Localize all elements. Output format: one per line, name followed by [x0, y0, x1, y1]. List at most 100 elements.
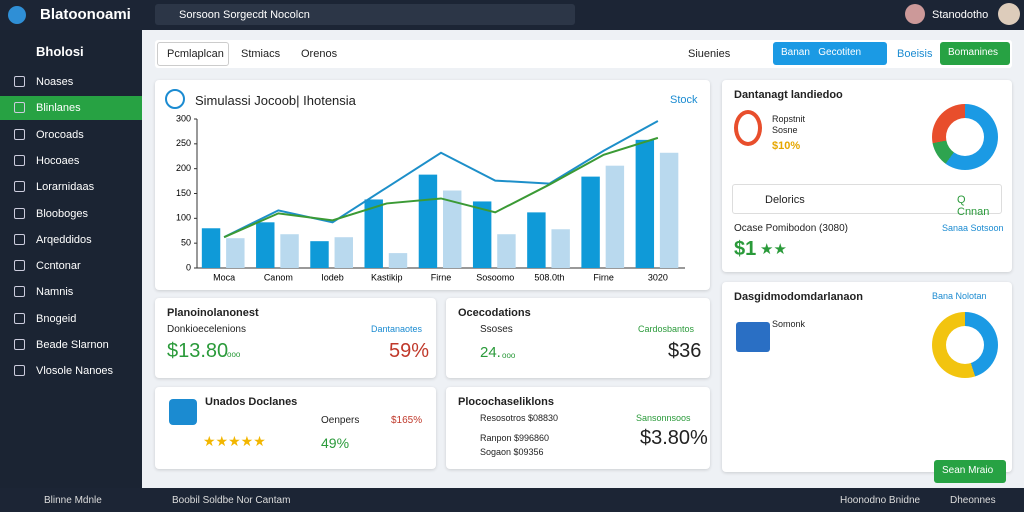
nav-item[interactable]: Ccntonar	[0, 254, 142, 278]
bar	[256, 222, 275, 268]
button[interactable]: Sean Mraio	[934, 460, 1006, 483]
y-tick-label: 0	[186, 262, 191, 272]
text: $10%	[772, 140, 801, 152]
nav-icon	[14, 128, 25, 140]
line	[223, 120, 659, 239]
link[interactable]: Boeisis	[897, 48, 933, 60]
text: Resosotros $08830	[480, 413, 559, 423]
bar	[201, 228, 221, 268]
nav-label: Lorarnidaas	[36, 181, 95, 194]
avatar[interactable]	[905, 4, 925, 24]
nav-icon	[14, 260, 25, 272]
link[interactable]: Bana Nolotan	[932, 291, 987, 301]
nav-label: Blinlanes	[36, 102, 81, 115]
filter[interactable]: Siuenies	[688, 48, 731, 60]
bar	[334, 237, 353, 268]
nav-label: Beade Slarnon	[36, 339, 109, 351]
percent: 49%	[321, 435, 350, 451]
value: $165%	[391, 415, 423, 426]
nav-icon	[14, 76, 25, 87]
card-title: Ocecodations	[458, 307, 531, 319]
x-tick-label: Iodeb	[321, 272, 344, 282]
y-tick-label: 250	[176, 138, 191, 148]
card: Plocochaseliklons Resosotros $08830 Sans…	[446, 387, 710, 469]
footer-text: Blinne Mdnle	[44, 495, 102, 506]
nav-icon	[14, 207, 25, 219]
link[interactable]: Sansonnsoos	[636, 413, 691, 423]
nav-item[interactable]: Noases	[0, 70, 142, 94]
x-tick-label: Moca	[213, 272, 235, 282]
nav-item[interactable]: Vlosole Nanoes	[0, 359, 142, 383]
nav-label: Blooboges	[36, 207, 88, 220]
sidebar: Bholosi Noases Blinlanes Orocoads Hocoaes Lo…	[0, 30, 142, 488]
tab[interactable]: Orenos	[301, 48, 338, 60]
amount: $13.80	[167, 340, 229, 362]
x-tick-label: 3020	[648, 272, 668, 282]
nav-label: Namnis	[36, 286, 74, 299]
nav-icon	[14, 286, 25, 298]
bar	[551, 229, 570, 268]
link[interactable]: Q Cnnan	[957, 194, 990, 218]
amount: 24.	[480, 344, 501, 361]
nav-item[interactable]: Arqeddidos	[0, 228, 142, 252]
nav-icon	[14, 181, 25, 193]
button[interactable]: Bomanines	[940, 42, 1010, 65]
nav-item[interactable]: Lorarnidaas	[0, 175, 142, 199]
bar	[605, 165, 625, 268]
nav-label: Noases	[36, 76, 74, 88]
bar	[527, 212, 546, 268]
bar	[364, 199, 383, 268]
nav-label: Vlosole Nanoes	[36, 365, 114, 378]
x-tick-label: Firne	[431, 272, 452, 282]
nav-item[interactable]: Bnogeid	[0, 307, 142, 331]
link[interactable]: Cardosbantos	[638, 324, 695, 334]
nav-icon	[14, 339, 25, 350]
line	[223, 136, 659, 239]
text: Donkioecelenions	[167, 324, 246, 335]
tab[interactable]: Pcmlaplcan	[167, 48, 224, 60]
nav-icon	[14, 154, 25, 166]
nav-icon	[14, 312, 25, 324]
nav-label: Arqeddidos	[36, 233, 92, 246]
sidebar-title: Bholosi	[36, 44, 84, 59]
x-tick-label: Canom	[264, 272, 293, 282]
x-tick-label: 508.0th	[534, 272, 564, 282]
tab-bar: Pcmlaplcan Stmiacs Orenos Siuenies Banan…	[155, 40, 1012, 68]
link[interactable]: Sanaa Sotsoon	[942, 223, 1004, 233]
unit: ooo	[227, 350, 241, 359]
nav-item[interactable]: Namnis	[0, 280, 142, 304]
text: Sogaon $09356	[480, 447, 544, 457]
tab-active[interactable]	[157, 42, 229, 66]
nav-item[interactable]: Blooboges	[0, 202, 142, 226]
chart-card: Simulassi Jocoob| Ihotensia Stock 0 50 100…	[155, 80, 710, 290]
tab[interactable]: Stmiacs	[241, 48, 281, 60]
button-text: Banan	[781, 47, 810, 58]
nav-item[interactable]: Beade Slarnon	[0, 333, 142, 357]
search-text: Sorsoon Sorgecdt Nocolcn	[179, 9, 310, 21]
y-tick-label: 200	[176, 163, 191, 173]
chart: 0 50 100 150 200 250 300 Moca Canom Iodeb Kastikip…	[176, 113, 685, 282]
bar	[280, 234, 299, 268]
icon	[734, 110, 762, 146]
bar	[581, 176, 600, 268]
x-tick-label: Firne	[593, 272, 614, 282]
sub-card: Delorics Q Cnnan	[732, 184, 1002, 218]
nav-item[interactable]: Blinlanes	[0, 96, 142, 121]
card: Dantanagt landiedoo Ropstnit Sosne $10% …	[722, 80, 1012, 272]
search-box[interactable]: Sorsoon Sorgecdt Nocolcn	[155, 4, 575, 25]
icon	[736, 322, 770, 352]
chart-action[interactable]: Stock	[670, 94, 698, 106]
button[interactable]: Banan Gecotiten	[773, 42, 887, 65]
button-text: Gecotiten	[818, 47, 862, 58]
nav-icon	[14, 365, 25, 377]
topbar: Blatoonoami Sorsoon Sorgecdt Nocolcn Sta…	[0, 0, 1024, 30]
link[interactable]: Dantanaotes	[371, 324, 423, 334]
nav-item[interactable]: Orocoads	[0, 123, 142, 147]
avatar[interactable]	[998, 3, 1020, 25]
text: Delorics	[765, 194, 805, 206]
user-name: Stanodotho	[932, 9, 989, 21]
text: Ocase Pomibodon (3080)	[734, 223, 848, 234]
card: Dasgidmodomdarlanaon Bana Nolotan Somonk…	[722, 282, 1012, 483]
nav-item[interactable]: Hocoaes	[0, 149, 142, 173]
bar	[472, 201, 492, 268]
